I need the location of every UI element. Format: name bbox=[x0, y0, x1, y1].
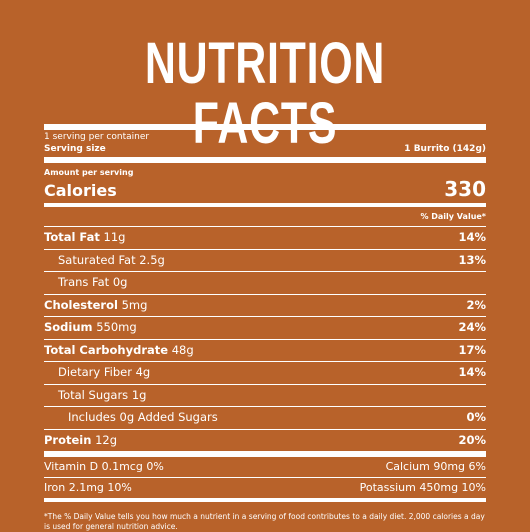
nutrient-row-saturated-fat: Saturated Fat 2.5g 13% bbox=[44, 250, 486, 272]
nutrient-row-total-fat: Total Fat 11g 14% bbox=[44, 227, 486, 249]
vitamin-row: Iron 2.1mg 10% Potassium 450mg 10% bbox=[44, 478, 486, 498]
nutrient-dv: 2% bbox=[466, 297, 486, 312]
nutrient-amount: 11g bbox=[103, 230, 126, 244]
nutrient-dv: 13% bbox=[458, 252, 486, 267]
nutrient-row-total-sugars: Total Sugars 1g bbox=[44, 385, 486, 407]
nutrient-dv: 14% bbox=[458, 365, 486, 379]
divider bbox=[44, 157, 486, 163]
vitamin-right: Calcium 90mg 6% bbox=[385, 460, 486, 473]
nutrient-amount: 5mg bbox=[121, 297, 148, 312]
divider bbox=[44, 203, 486, 207]
calories-row: Calories 330 bbox=[44, 179, 486, 203]
nutrient-row-added-sugars: Includes 0g Added Sugars 0% bbox=[44, 407, 486, 429]
nutrient-name: Sodium bbox=[44, 320, 93, 334]
nutrient-name: Saturated Fat 2.5g bbox=[58, 252, 165, 267]
calories-value: 330 bbox=[444, 177, 486, 201]
nutrition-label: 1 serving per container Serving size 1 B… bbox=[44, 124, 486, 532]
nutrient-name: Total Fat bbox=[44, 230, 100, 244]
nutrient-dv: 14% bbox=[458, 230, 486, 244]
nutrient-dv: 24% bbox=[458, 320, 486, 334]
nutrient-name: Dietary Fiber 4g bbox=[58, 365, 151, 379]
divider bbox=[44, 451, 486, 457]
footnote: *The % Daily Value tells you how much a … bbox=[44, 512, 485, 531]
calories-label: Calories bbox=[44, 181, 117, 200]
vitamin-right: Potassium 450mg 10% bbox=[359, 481, 486, 494]
nutrient-row-sodium: Sodium 550mg 24% bbox=[44, 317, 486, 339]
vitamin-row: Vitamin D 0.1mcg 0% Calcium 90mg 6% bbox=[44, 457, 486, 477]
daily-value-header: % Daily Value* bbox=[44, 207, 486, 226]
serving-size-label: Serving size bbox=[44, 144, 106, 154]
nutrient-row-protein: Protein 12g 20% bbox=[44, 430, 486, 452]
nutrient-name: Trans Fat 0g bbox=[58, 275, 128, 289]
nutrient-row-total-carbohydrate: Total Carbohydrate 48g 17% bbox=[44, 340, 486, 362]
daily-value-header-text: % Daily Value* bbox=[420, 212, 486, 221]
nutrient-dv: 0% bbox=[466, 410, 486, 424]
page-title: NUTRITION FACTS bbox=[144, 31, 386, 156]
nutrient-amount: 550mg bbox=[96, 320, 137, 334]
serving-size-value: 1 Burrito (142g) bbox=[404, 144, 486, 154]
vitamin-left: Vitamin D 0.1mcg 0% bbox=[44, 460, 164, 473]
nutrient-name: Total Carbohydrate bbox=[44, 342, 169, 357]
amount-per-serving: Amount per serving bbox=[44, 168, 134, 177]
nutrient-row-trans-fat: Trans Fat 0g bbox=[44, 272, 486, 294]
nutrient-name: Total Sugars 1g bbox=[58, 387, 147, 402]
nutrient-name: Includes 0g Added Sugars bbox=[68, 410, 218, 424]
vitamin-left: Iron 2.1mg 10% bbox=[44, 481, 132, 494]
nutrient-name: Protein bbox=[44, 432, 92, 447]
nutrient-dv: 20% bbox=[458, 432, 486, 447]
serving-size-row: Serving size 1 Burrito (142g) bbox=[44, 143, 486, 157]
nutrient-row-cholesterol: Cholesterol 5mg 2% bbox=[44, 295, 486, 317]
servings-per-container: 1 serving per container bbox=[44, 132, 150, 142]
nutrient-row-dietary-fiber: Dietary Fiber 4g 14% bbox=[44, 362, 486, 384]
nutrient-dv: 17% bbox=[458, 342, 486, 357]
nutrient-amount: 48g bbox=[171, 342, 194, 357]
divider bbox=[44, 498, 486, 502]
divider bbox=[44, 124, 486, 130]
nutrient-name: Cholesterol bbox=[44, 297, 118, 312]
nutrient-amount: 12g bbox=[95, 432, 118, 447]
